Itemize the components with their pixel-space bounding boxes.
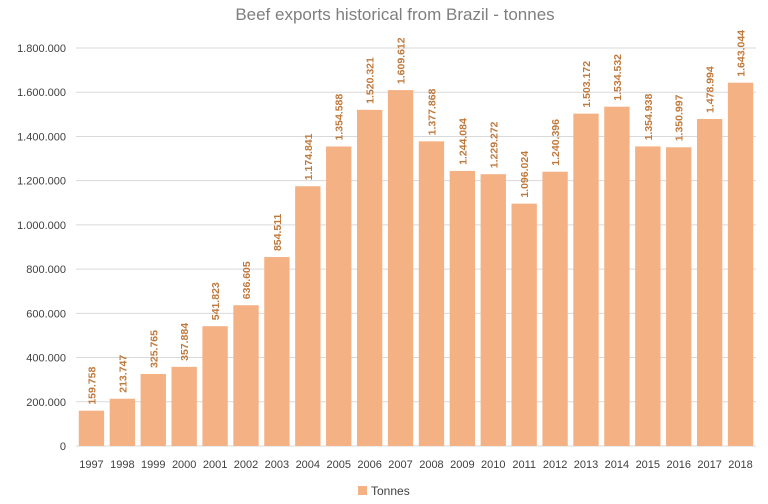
- x-tick-label: 2018: [728, 459, 752, 471]
- data-label: 854.511: [272, 214, 284, 252]
- x-axis-ticks: 1997 1998 1999 2000 2001 2002 2003 2004 2005 2006…: [79, 459, 753, 471]
- chart-title: Beef exports historical from Brazil - to…: [235, 5, 554, 24]
- data-label: 1.609.612: [396, 37, 408, 84]
- bar: [480, 174, 506, 446]
- x-tick-label: 1997: [79, 459, 103, 471]
- y-tick-label: 400.000: [26, 353, 66, 365]
- legend-swatch: [358, 486, 367, 495]
- legend: Tonnes: [358, 484, 410, 498]
- x-tick-label: 2002: [234, 459, 258, 471]
- bar: [666, 147, 692, 447]
- y-tick-label: 800.000: [26, 264, 66, 276]
- x-tick-label: 2004: [296, 459, 320, 471]
- data-label: 159.758: [86, 367, 98, 405]
- data-label: 1.244.084: [457, 118, 469, 165]
- x-tick-label: 2016: [666, 459, 690, 471]
- bar: [511, 203, 537, 446]
- data-label: 325.765: [148, 330, 160, 368]
- x-tick-label: 2012: [543, 459, 567, 471]
- data-label: 1.240.396: [550, 119, 562, 166]
- bar: [696, 118, 723, 446]
- bar: [542, 171, 568, 446]
- bar: [109, 398, 136, 446]
- bar: [326, 146, 352, 446]
- bar: [387, 90, 414, 447]
- bar: [573, 113, 599, 447]
- data-label: 1.478.994: [705, 66, 717, 113]
- data-label: 1.377.868: [426, 88, 438, 135]
- data-labels: 159.758 213.747 325.765 357.884 541.823 636.6…: [86, 30, 747, 405]
- bars: [78, 82, 754, 447]
- x-tick-label: 2015: [636, 459, 660, 471]
- bar: [449, 170, 476, 447]
- bar: [418, 141, 445, 446]
- data-label: 636.605: [241, 261, 253, 299]
- data-label: 213.747: [117, 355, 129, 393]
- y-tick-label: 600.000: [26, 308, 66, 320]
- x-tick-label: 1998: [110, 459, 134, 471]
- x-tick-label: 2000: [172, 459, 196, 471]
- x-tick-label: 2007: [388, 459, 412, 471]
- x-tick-label: 2009: [450, 459, 474, 471]
- bar: [635, 146, 661, 447]
- x-tick-label: 2006: [357, 459, 381, 471]
- x-tick-label: 2003: [265, 459, 289, 471]
- data-label: 1.520.321: [365, 57, 377, 104]
- data-label: 1.643.044: [736, 30, 748, 77]
- y-tick-label: 0: [60, 441, 66, 453]
- bar: [264, 257, 290, 446]
- x-tick-label: 2017: [697, 459, 721, 471]
- data-label: 1.503.172: [581, 61, 593, 108]
- data-label: 541.823: [210, 282, 222, 320]
- bar: [727, 82, 754, 446]
- data-label: 1.534.532: [612, 54, 624, 101]
- data-label: 1.354.588: [334, 94, 346, 141]
- bar: [140, 373, 166, 446]
- bar: [356, 109, 383, 446]
- legend-label: Tonnes: [371, 484, 410, 498]
- data-label: 1.229.272: [488, 121, 500, 168]
- data-label: 1.096.024: [519, 151, 531, 198]
- bar: [202, 326, 228, 446]
- y-axis-ticks: 0 200.000 400.000 600.000 800.000 1.000.000 1.…: [17, 43, 66, 453]
- bar: [78, 410, 105, 446]
- y-tick-label: 1.600.000: [17, 87, 66, 99]
- x-tick-label: 2010: [481, 459, 505, 471]
- x-tick-label: 2008: [419, 459, 443, 471]
- bar: [233, 305, 259, 446]
- data-label: 1.350.997: [674, 94, 686, 141]
- x-tick-label: 2013: [574, 459, 598, 471]
- data-label: 1.354.938: [643, 94, 655, 141]
- y-tick-label: 1.800.000: [17, 43, 66, 55]
- x-tick-label: 2001: [203, 459, 227, 471]
- y-tick-label: 1.000.000: [17, 220, 66, 232]
- y-tick-label: 1.400.000: [17, 131, 66, 143]
- bar: [295, 186, 321, 446]
- bar: [604, 106, 630, 446]
- bar: [171, 366, 197, 446]
- data-label: 357.884: [179, 323, 191, 361]
- x-tick-label: 2011: [512, 459, 536, 471]
- data-label: 1.174.841: [303, 133, 315, 180]
- x-tick-label: 2005: [326, 459, 350, 471]
- x-tick-label: 2014: [605, 459, 629, 471]
- x-tick-label: 1999: [141, 459, 165, 471]
- y-tick-label: 1.200.000: [17, 176, 66, 188]
- y-tick-label: 200.000: [26, 397, 66, 409]
